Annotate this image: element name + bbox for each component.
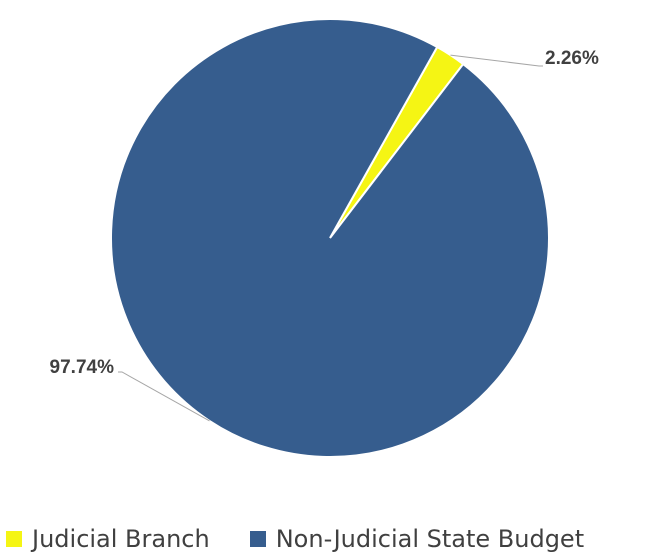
legend-swatch-non-judicial-state-budget [249, 531, 266, 547]
leader-line-non-judicial-state-budget [118, 371, 210, 422]
legend-label-non-judicial-state-budget: Non-Judicial State Budget [275, 525, 585, 553]
legend-label-judicial-branch: Judicial Branch [32, 525, 210, 553]
pie-slice-non-judicial-state-budget [110, 18, 550, 458]
data-label-non-judicial-state-budget: 97.74% [50, 357, 115, 378]
legend-swatch-judicial-branch [6, 531, 22, 547]
pie-chart: 2.26% 97.74% [50, 18, 599, 458]
legend-item-judicial-branch: Judicial Branch [6, 525, 210, 553]
leader-line-judicial-branch [450, 54, 543, 67]
legend: Judicial Branch Non-Judicial State Budge… [6, 522, 624, 556]
data-label-judicial-branch: 2.26% [545, 48, 599, 69]
legend-item-non-judicial-state-budget: Non-Judicial State Budget [249, 525, 585, 553]
